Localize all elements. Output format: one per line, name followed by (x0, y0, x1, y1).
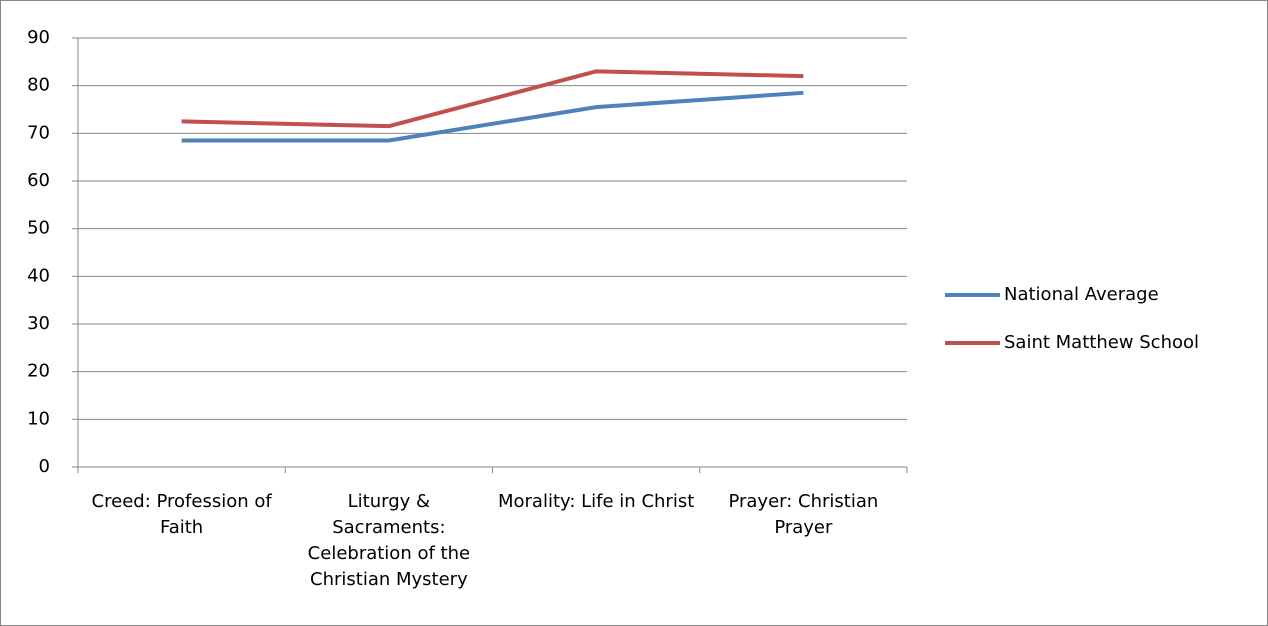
x-tick-label: Liturgy & Sacraments: Celebration of the… (307, 491, 471, 590)
y-tick-label: 70 (27, 122, 50, 143)
y-tick-label: 20 (27, 361, 50, 382)
y-tick-label: 80 (27, 75, 50, 96)
series-line (181, 69, 804, 129)
y-tick-label: 40 (27, 265, 50, 286)
y-tick-label: 90 (27, 27, 50, 48)
y-tick-label: 50 (27, 218, 50, 239)
y-tick-label: 30 (27, 313, 50, 334)
legend-label: Saint Matthew School (1004, 332, 1199, 353)
y-tick-label: 60 (27, 170, 50, 191)
y-tick-label: 0 (39, 456, 50, 477)
x-tick-label: Morality: Life in Christ (497, 491, 695, 512)
x-tick-label: Prayer: Christian Prayer (728, 491, 879, 538)
y-tick-label: 10 (27, 408, 50, 429)
x-tick-label: Creed: Profession of Faith (91, 491, 272, 538)
legend-label: National Average (1004, 284, 1159, 305)
series-line (181, 90, 804, 143)
